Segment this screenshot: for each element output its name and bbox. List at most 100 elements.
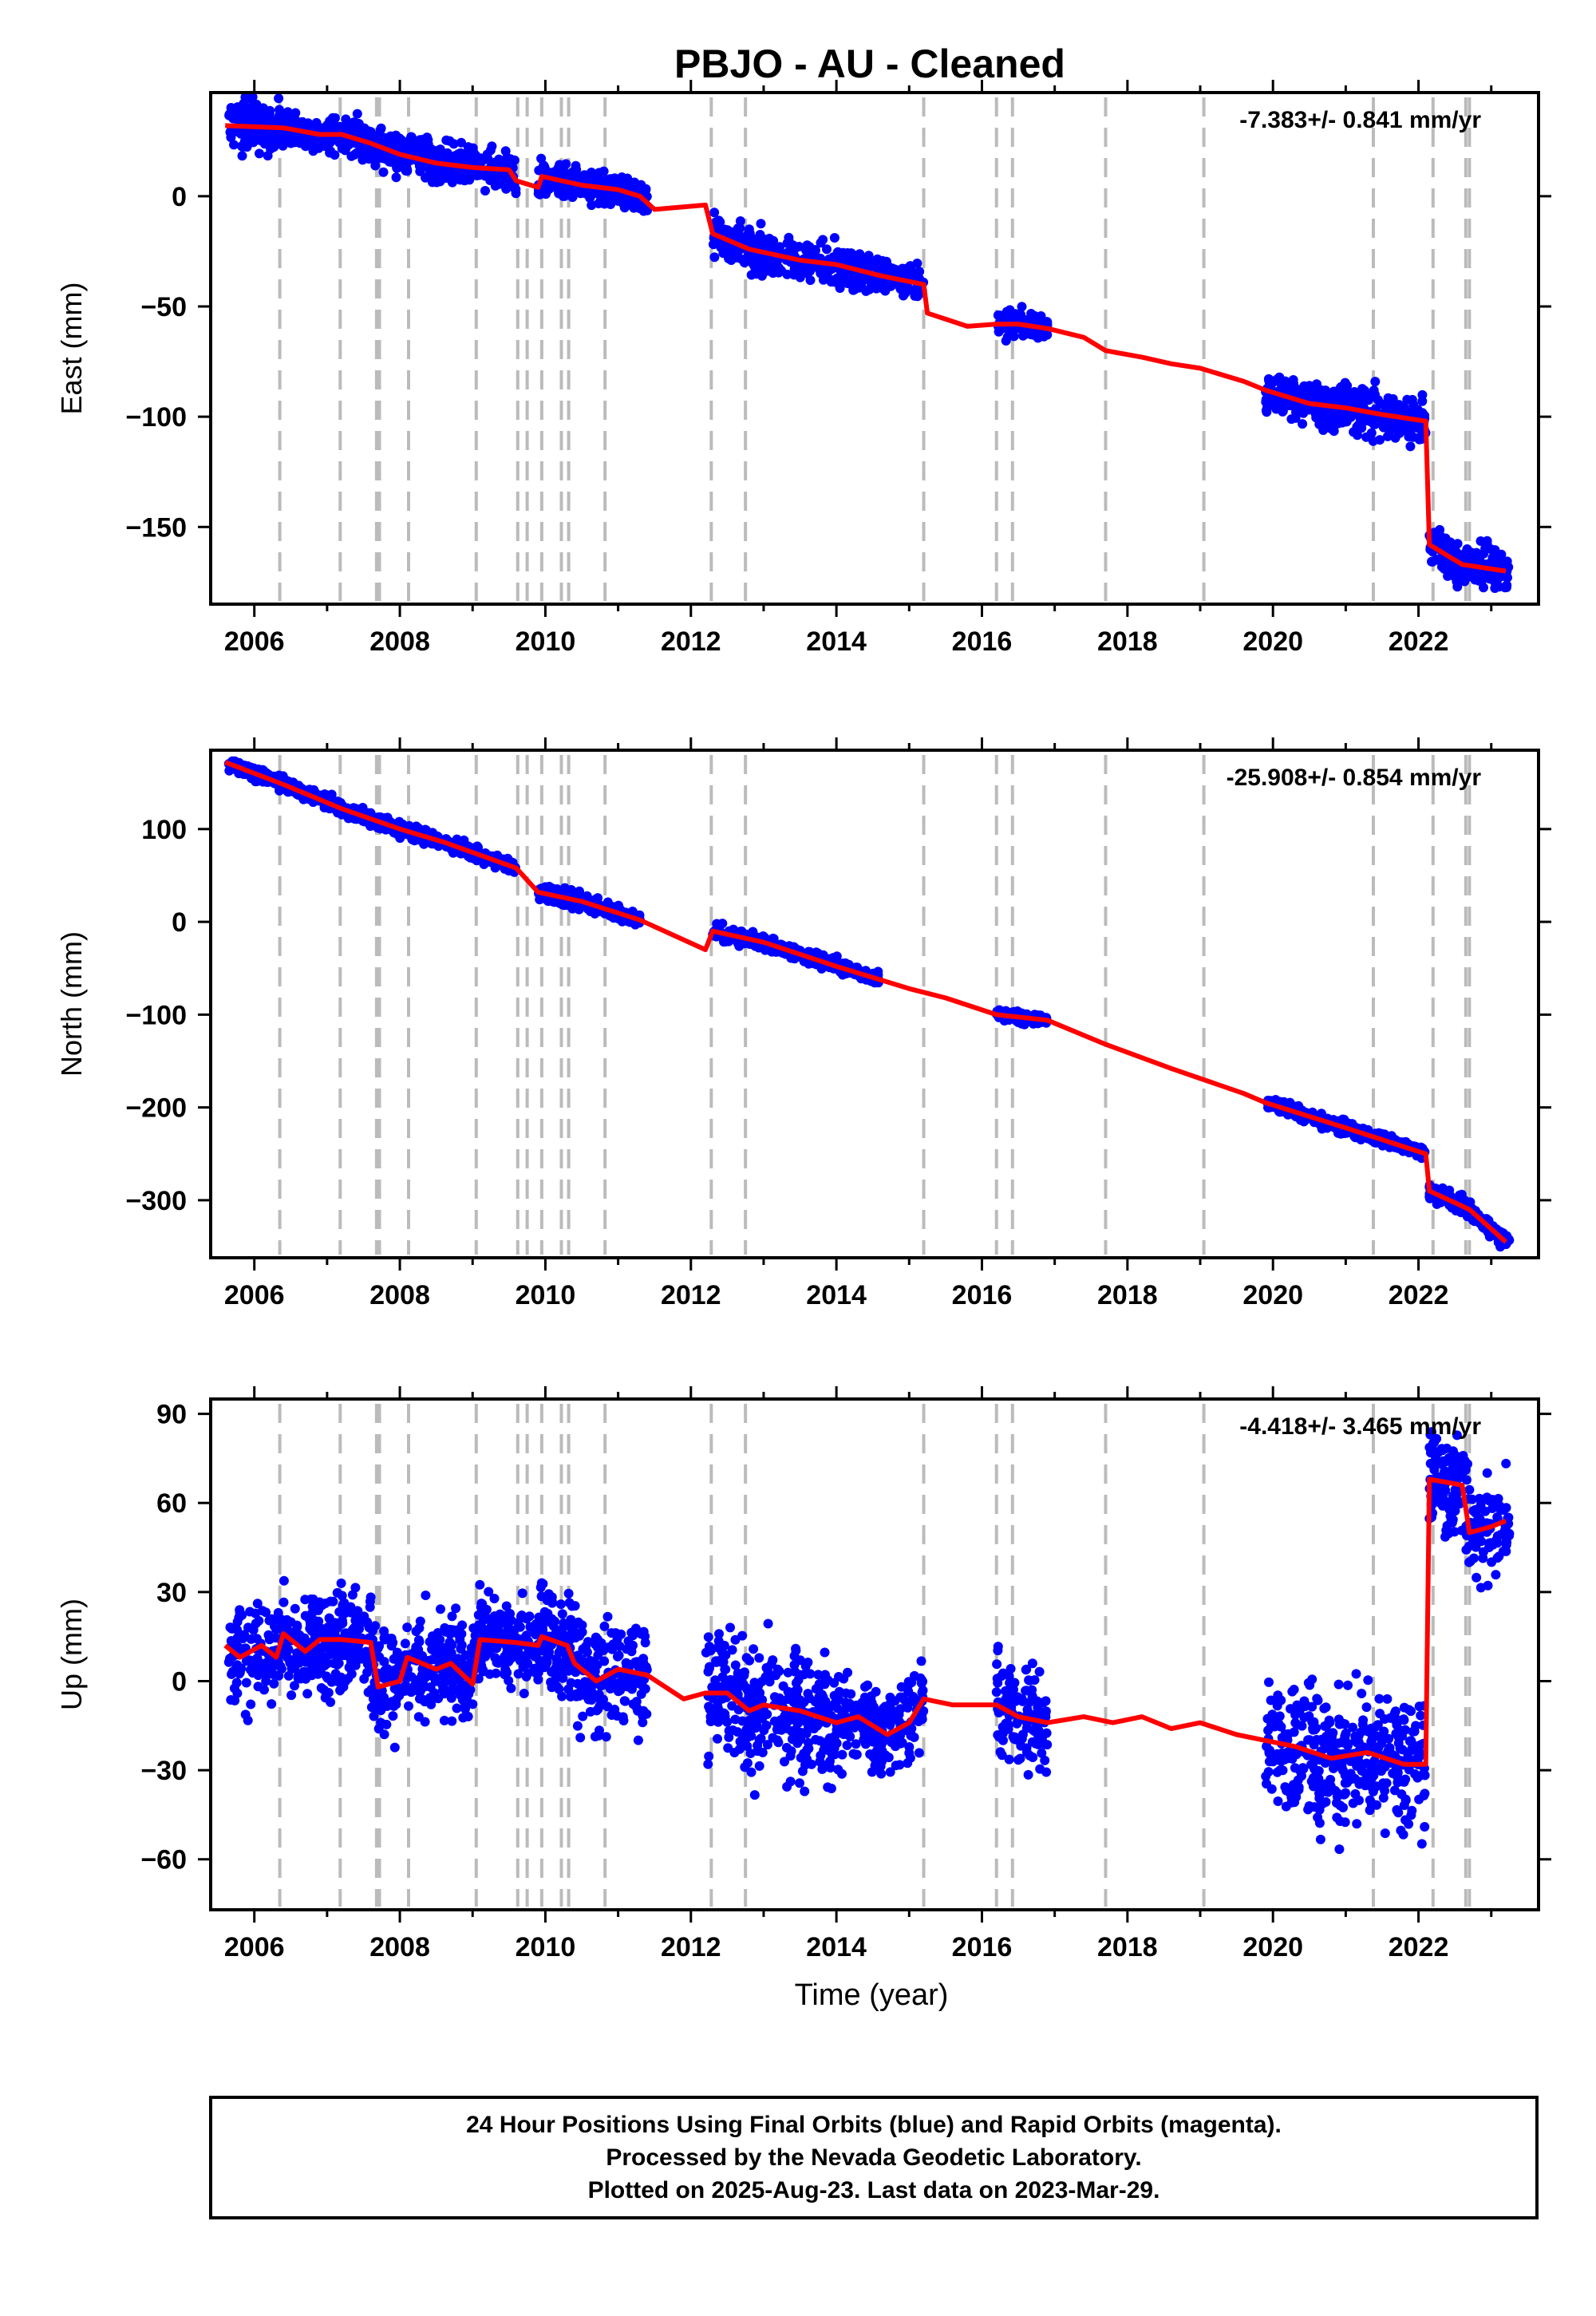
data-point	[264, 136, 275, 146]
data-point	[1443, 559, 1453, 570]
data-point	[818, 235, 828, 245]
velocity-rate-label: -25.908+/- 0.854 mm/yr	[1227, 765, 1482, 791]
panel-up: 2006 2008 2010 2012 2014 2016 2018 2020 20229060…	[55, 1386, 1551, 1962]
data-point	[290, 1663, 300, 1674]
data-point	[717, 224, 727, 235]
data-point	[1369, 419, 1379, 429]
data-point	[442, 148, 452, 158]
data-point	[877, 283, 887, 293]
data-point	[829, 233, 839, 243]
data-point	[810, 250, 820, 260]
y-axis-label: East (mm)	[55, 283, 88, 415]
data-point	[259, 113, 270, 124]
data-point	[787, 244, 797, 255]
y-tick-label: −300	[125, 1186, 187, 1216]
data-point	[307, 1602, 318, 1612]
data-point	[756, 219, 766, 229]
panel-east: 2006 2008 2010 2012 2014 2016 2018 2020 20220−50…	[55, 80, 1551, 657]
data-point	[1353, 430, 1362, 441]
data-point	[832, 951, 842, 962]
data-point	[1266, 378, 1277, 389]
data-point	[350, 1583, 361, 1593]
data-point	[423, 139, 433, 149]
x-tick-label: 2016	[952, 1280, 1013, 1310]
data-point	[359, 1674, 369, 1684]
data-point	[1404, 432, 1414, 442]
data-point	[555, 160, 565, 170]
final-orbit-points	[224, 92, 1514, 593]
data-point	[365, 1602, 375, 1612]
data-point	[769, 243, 780, 253]
x-tick-label: 2012	[661, 1280, 721, 1310]
data-point	[1333, 1128, 1343, 1138]
data-point	[286, 1690, 297, 1701]
y-tick-label: −150	[125, 512, 187, 543]
velocity-rate-label: -7.383+/- 0.841 mm/yr	[1239, 107, 1481, 133]
data-point	[432, 177, 442, 188]
data-point	[271, 1621, 281, 1631]
data-point	[1274, 372, 1285, 382]
data-point	[248, 99, 259, 109]
data-point	[227, 1669, 237, 1679]
data-point	[544, 881, 555, 891]
data-point	[848, 285, 859, 295]
data-point	[599, 192, 610, 202]
data-point	[370, 160, 381, 171]
data-point	[258, 103, 268, 113]
data-point	[735, 223, 745, 233]
y-tick-label: −100	[125, 402, 187, 433]
y-tick-label: −100	[125, 1000, 187, 1030]
data-point	[330, 1669, 341, 1679]
data-point	[322, 1673, 333, 1683]
data-point	[560, 168, 570, 178]
final-orbit-points	[223, 756, 1515, 1252]
x-tick-label: 2016	[952, 626, 1013, 657]
data-point	[234, 114, 244, 124]
data-point	[238, 1634, 248, 1644]
data-point	[354, 1611, 365, 1622]
x-tick-label: 2018	[1097, 1280, 1158, 1310]
data-point	[432, 165, 442, 176]
data-point	[1394, 400, 1404, 410]
data-point	[440, 173, 451, 184]
data-point	[306, 1626, 317, 1636]
y-axis-label: North (mm)	[55, 931, 88, 1077]
data-point	[267, 1699, 277, 1709]
data-point	[759, 255, 769, 265]
data-point	[421, 172, 431, 183]
data-point	[341, 1628, 351, 1638]
figure-title: PBJO - AU - Cleaned	[674, 41, 1065, 86]
y-tick-label: 0	[172, 182, 187, 212]
data-point	[535, 189, 545, 200]
data-point	[401, 158, 412, 168]
data-point	[480, 186, 490, 196]
data-point	[261, 1607, 271, 1618]
data-point	[1290, 413, 1301, 423]
data-point	[538, 167, 548, 177]
x-tick-label: 2014	[806, 1280, 867, 1310]
data-point	[1503, 572, 1512, 583]
x-tick-label: 2020	[1242, 626, 1303, 657]
data-point	[330, 1618, 341, 1628]
data-point	[224, 109, 235, 120]
x-tick-label: 2018	[1097, 626, 1158, 657]
data-point	[496, 156, 507, 167]
data-point	[335, 1686, 346, 1696]
x-tick-label: 2006	[224, 626, 285, 657]
data-point	[891, 266, 902, 276]
data-point	[456, 137, 466, 148]
data-point	[801, 245, 812, 255]
data-point	[482, 149, 492, 160]
data-point	[319, 1661, 330, 1670]
data-point	[415, 166, 425, 176]
data-point	[246, 1665, 255, 1675]
y-tick-label: −50	[140, 292, 187, 322]
y-tick-label: −200	[125, 1093, 187, 1124]
data-point	[313, 1669, 323, 1679]
data-point	[468, 143, 478, 153]
data-point	[354, 1624, 364, 1634]
data-point	[862, 253, 872, 263]
data-point	[493, 177, 504, 188]
y-tick-label: 100	[141, 815, 187, 845]
